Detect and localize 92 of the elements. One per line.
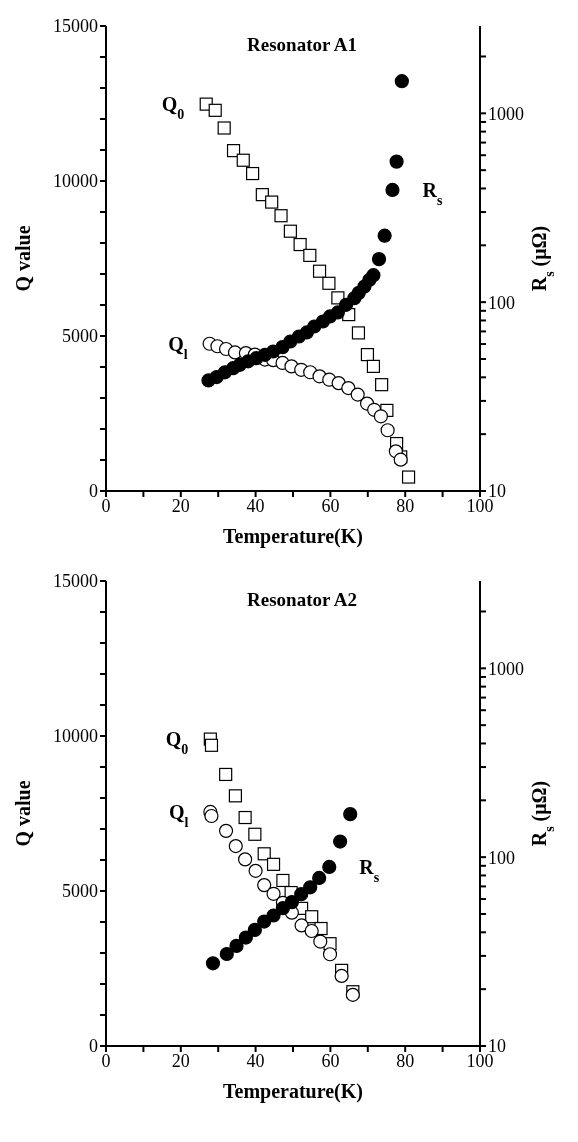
point bbox=[304, 923, 319, 939]
y-axis-title: Q value bbox=[12, 225, 34, 292]
x-tick-label: 20 bbox=[171, 1050, 190, 1071]
x-tick-label: 60 bbox=[321, 1050, 340, 1071]
series-label: Q$_{l}$ bbox=[168, 800, 189, 830]
point bbox=[322, 859, 337, 874]
chart-title: Resonator A1 bbox=[246, 34, 358, 56]
point bbox=[247, 922, 262, 937]
series-label: Q$_{0}$ bbox=[161, 93, 185, 122]
point bbox=[257, 847, 271, 861]
point bbox=[274, 209, 288, 223]
series-label: Q$_{0}$ bbox=[165, 728, 189, 757]
point bbox=[257, 878, 272, 893]
point bbox=[266, 908, 281, 923]
y2-tick-label: 1000 bbox=[488, 658, 524, 679]
point bbox=[205, 956, 221, 971]
point bbox=[303, 248, 317, 262]
point bbox=[360, 348, 375, 362]
point bbox=[380, 423, 395, 438]
point bbox=[343, 807, 358, 822]
point bbox=[204, 738, 219, 752]
point bbox=[266, 886, 281, 901]
point bbox=[219, 767, 233, 782]
point bbox=[217, 121, 231, 135]
chart-title: Resonator A2 bbox=[246, 589, 358, 611]
point bbox=[238, 810, 252, 825]
series-label: R$_{s}$ bbox=[422, 178, 443, 208]
x-tick-label: 40 bbox=[246, 1050, 265, 1071]
point bbox=[238, 852, 253, 867]
point bbox=[204, 808, 219, 824]
y-tick-label: 5000 bbox=[62, 326, 98, 347]
point bbox=[266, 857, 281, 871]
x-tick-label: 80 bbox=[396, 495, 415, 516]
point bbox=[377, 228, 392, 243]
point bbox=[341, 380, 356, 396]
y2-tick-label: 100 bbox=[488, 292, 515, 313]
point bbox=[322, 947, 338, 962]
point bbox=[226, 144, 241, 158]
point bbox=[385, 182, 400, 198]
point bbox=[208, 103, 222, 117]
y2-tick-label: 1000 bbox=[488, 103, 524, 124]
point bbox=[351, 326, 366, 340]
y2-tick-label: 100 bbox=[488, 847, 515, 868]
series-label: R$_{s}$ bbox=[359, 855, 380, 885]
x-tick-label: 20 bbox=[171, 495, 190, 516]
x-tick-label: 80 bbox=[396, 1050, 415, 1071]
point bbox=[229, 938, 244, 953]
point bbox=[366, 268, 381, 283]
point bbox=[373, 409, 388, 424]
point bbox=[366, 359, 381, 373]
x-axis-title: Temperature(K) bbox=[223, 1080, 363, 1103]
point bbox=[219, 946, 234, 962]
point bbox=[283, 224, 297, 238]
point bbox=[294, 918, 309, 933]
point bbox=[238, 930, 253, 945]
point bbox=[228, 838, 243, 854]
point bbox=[228, 789, 242, 803]
point bbox=[276, 873, 290, 888]
point bbox=[350, 387, 365, 402]
point bbox=[236, 153, 250, 167]
point bbox=[305, 910, 319, 924]
point bbox=[394, 74, 409, 89]
point bbox=[246, 166, 260, 181]
y-tick-label: 10000 bbox=[53, 726, 98, 747]
point bbox=[218, 823, 234, 838]
point bbox=[248, 863, 263, 878]
point bbox=[334, 968, 349, 984]
point bbox=[333, 834, 348, 849]
point bbox=[371, 252, 387, 267]
y-axis-title: Q value bbox=[12, 780, 34, 847]
point bbox=[389, 154, 404, 169]
y-tick-label: 15000 bbox=[53, 16, 98, 37]
point bbox=[248, 827, 262, 841]
y-tick-label: 0 bbox=[89, 1036, 98, 1057]
y-tick-label: 5000 bbox=[62, 881, 98, 902]
point bbox=[312, 264, 327, 278]
point bbox=[303, 880, 318, 895]
y-tick-label: 15000 bbox=[53, 571, 98, 592]
x-axis-title: Temperature(K) bbox=[223, 525, 363, 548]
point bbox=[313, 934, 328, 949]
y-tick-label: 10000 bbox=[53, 171, 98, 192]
point bbox=[312, 870, 327, 886]
point bbox=[293, 237, 307, 252]
point bbox=[401, 470, 416, 484]
point bbox=[322, 276, 336, 290]
point bbox=[284, 895, 299, 910]
x-tick-label: 60 bbox=[321, 495, 340, 516]
series-label: Q$_{l}$ bbox=[168, 332, 188, 362]
y-tick-label: 0 bbox=[89, 481, 98, 502]
point bbox=[265, 195, 279, 209]
point bbox=[375, 378, 389, 392]
x-tick-label: 40 bbox=[246, 495, 265, 516]
